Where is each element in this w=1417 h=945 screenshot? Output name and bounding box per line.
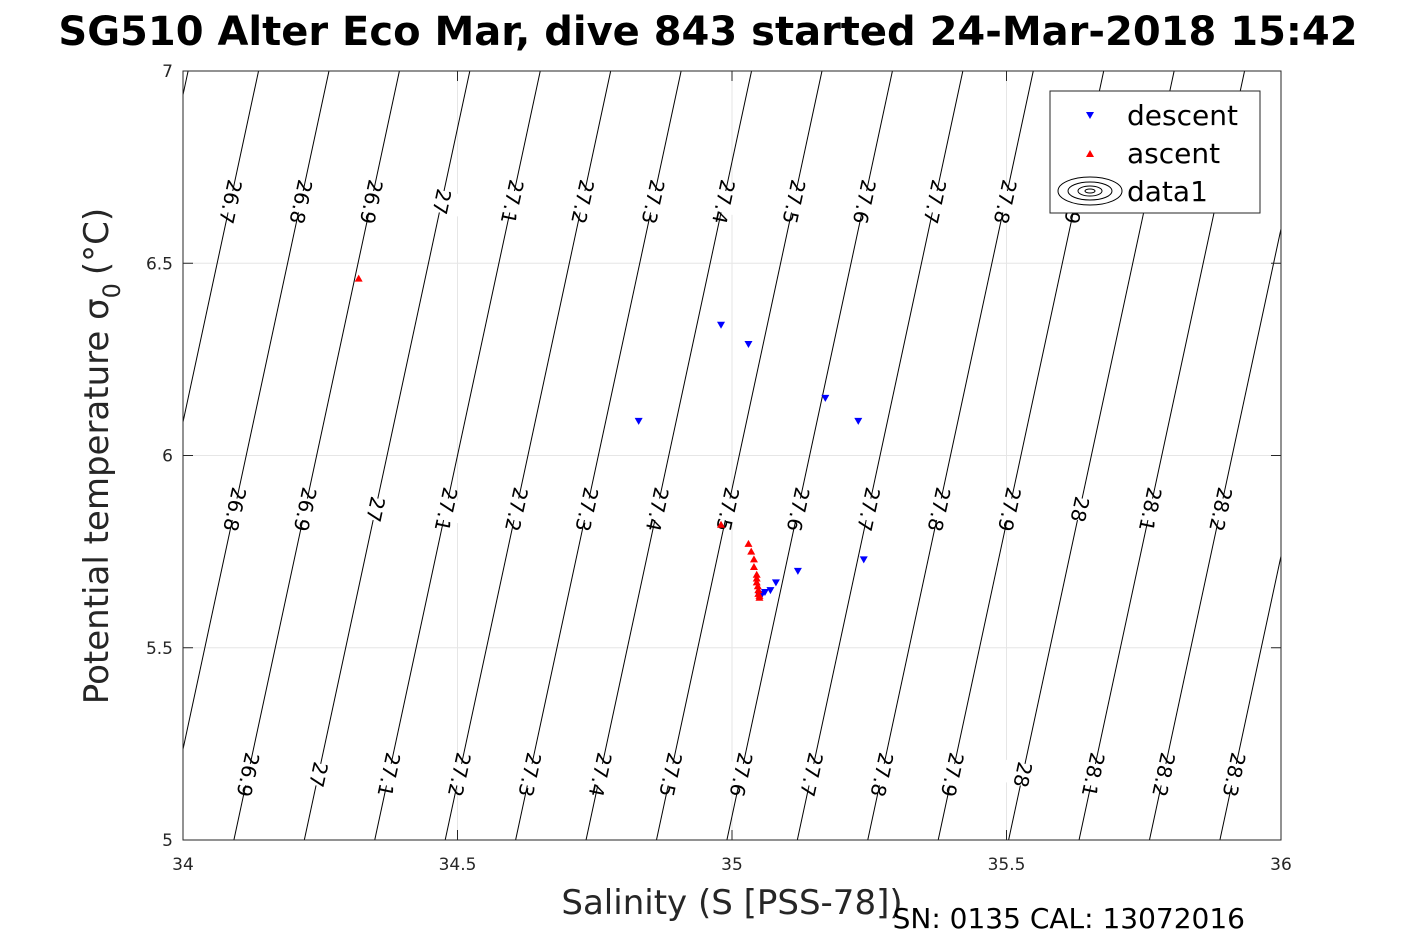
isopycnal-label-background [1124,493,1176,526]
y-tick-label: 7 [162,62,173,82]
isopycnal-label-background [979,185,1031,218]
isopycnal-label-background [486,185,538,218]
y-axis-label-name: Potential temperature σ [77,298,117,704]
isopycnal-label: 28 [1065,494,1094,524]
isopycnal-line [1219,553,1281,840]
x-tick-label: 35.5 [988,855,1026,875]
isopycnal-label-background [204,185,257,218]
isopycnal-label: 27 [304,760,333,790]
isopycnal-label-background [1137,758,1190,791]
x-axis-label: Salinity (S [PSS-78]) [561,883,902,923]
y-tick-label: 6 [162,447,173,467]
isopycnal-label-background [908,185,961,218]
ascent-point [752,578,761,586]
ascent-point [747,547,756,555]
legend-descent-marker [1086,112,1094,119]
isopycnal-label-background [275,185,327,218]
isopycnal-label-background [349,493,402,526]
legend-data1-contour-icon [1057,176,1123,206]
isopycnal-label-background [1194,493,1247,526]
x-tick-label: 36 [1270,855,1292,875]
descent-point [634,417,643,425]
descent-point [854,417,863,425]
x-tick-label: 34.5 [439,855,477,875]
isopycnal-label: 28 [1008,760,1037,790]
ascent-point [354,274,363,282]
isopycnal-label-background [1208,758,1260,791]
isopycnal-label-background [627,185,679,218]
isopycnal-label-background [697,185,750,218]
isopycnal-label-background [420,493,472,526]
isopycnal-label-background [279,493,331,526]
legend-ascent-label: ascent [1127,137,1220,170]
x-tick-label: 35 [721,855,743,875]
isopycnal-label-background [631,493,683,526]
isopycnal-label-background [292,758,345,791]
descent-point [859,556,868,564]
legend-data1-label: data1 [1127,175,1208,208]
ascent-point [752,574,761,582]
axis-ticks: 34 34.5 35 35.5 36 5 5.5 6 6.5 7 [146,62,1292,875]
descent-point [717,321,726,329]
x-tick-label: 34 [172,855,194,875]
isopycnal-label: 27 [427,187,456,217]
isopycnal-label-background [1054,493,1106,526]
isopycnal-label-background [715,758,767,791]
legend: descent ascent data1 [1049,90,1261,214]
isopycnal-label-background [772,493,824,526]
descent-point [793,567,802,575]
ascent-point [752,570,761,578]
isopycnal-label: 27 [361,494,390,524]
y-axis-label: Potential temperature σ0 (°C) [77,208,126,704]
descent-point [766,587,775,595]
isopycnal-line [1148,226,1281,840]
isopycnal-label-background [983,493,1036,526]
isopycnal-label-background [490,493,543,526]
descent-point [821,394,830,402]
isopycnal-label-background [838,185,891,218]
descent-point [744,340,753,348]
isopycnal-label-background [926,758,979,791]
isopycnal-label-background [768,185,820,218]
ascent-point [754,586,763,594]
legend-descent-label: descent [1127,99,1238,132]
isopycnal-label-background [560,493,613,526]
ascent-point [755,593,764,601]
isopycnal-label-background [842,493,895,526]
isopycnal-label-background [415,185,468,218]
ascent-point [753,582,762,590]
data-points [354,274,868,601]
isopycnal-label-background [363,758,415,791]
descent-point [771,579,780,587]
isopycnal-label-background [996,758,1049,791]
isopycnal-label-background [222,758,274,791]
y-tick-label: 5.5 [146,639,173,659]
isopycnal-label-background [433,758,486,791]
legend-ascent-marker [1086,150,1094,157]
isopycnal-label-background [785,758,838,791]
serial-calibration-footer: SN: 0135 CAL: 13072016 [893,902,1245,935]
isopycnal-label-background [913,493,965,526]
ascent-point [749,555,758,563]
isopycnal-label-background [574,758,626,791]
y-axis-label-subscript: 0 [98,283,126,298]
chart-title: SG510 Alter Eco Mar, dive 843 started 24… [58,9,1357,55]
ascent-point [744,539,753,547]
y-axis-label-unit: (°C) [77,208,117,275]
isopycnal-label-background [856,758,908,791]
ascent-point [717,520,726,528]
isopycnal-label-background [701,493,754,526]
y-tick-label: 6.5 [146,254,173,274]
isopycnal-label-background [503,758,556,791]
isopycnal-label-background [345,185,398,218]
isopycnal-label-background [208,493,261,526]
isopycnal-label-background [556,185,609,218]
isopycnal-label-background [1067,758,1119,791]
isopycnal-label-background [644,758,697,791]
legend-box [1049,90,1261,214]
ascent-point [749,563,758,571]
y-tick-label: 5 [162,831,173,851]
